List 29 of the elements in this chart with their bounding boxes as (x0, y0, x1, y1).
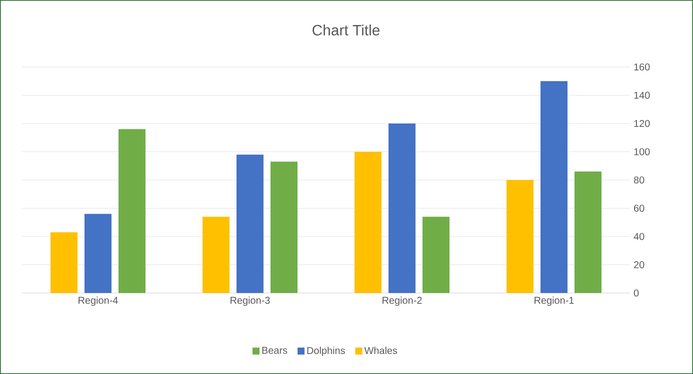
bar (354, 152, 382, 293)
legend-label: Bears (262, 346, 288, 354)
bar (540, 81, 568, 293)
y-tick-label: 80 (634, 176, 644, 184)
x-tick-label: Region-1 (534, 296, 574, 306)
y-tick-label: 120 (634, 120, 650, 128)
bar (118, 129, 146, 293)
legend-label: Dolphins (307, 346, 345, 356)
y-tick-label: 0 (634, 289, 639, 297)
legend-label: Whales (364, 346, 398, 354)
x-tick-label: Region-3 (230, 296, 270, 306)
y-tick-label: 160 (634, 63, 650, 71)
bar (202, 216, 230, 293)
bar (388, 124, 416, 293)
bar (236, 154, 264, 293)
bar (422, 216, 450, 293)
chart-title: Chart Title (312, 24, 380, 36)
bar (84, 214, 112, 293)
bar (506, 180, 534, 293)
y-tick-label: 20 (634, 261, 644, 268)
bar (574, 172, 602, 293)
bar (50, 232, 78, 293)
y-tick-label: 140 (634, 92, 650, 99)
y-tick-label: 40 (634, 232, 644, 240)
x-tick-label: Region-4 (78, 296, 118, 306)
bar (270, 162, 298, 293)
x-tick-label: Region-2 (382, 296, 422, 306)
y-tick-label: 100 (634, 148, 650, 156)
y-tick-label: 60 (634, 204, 644, 212)
